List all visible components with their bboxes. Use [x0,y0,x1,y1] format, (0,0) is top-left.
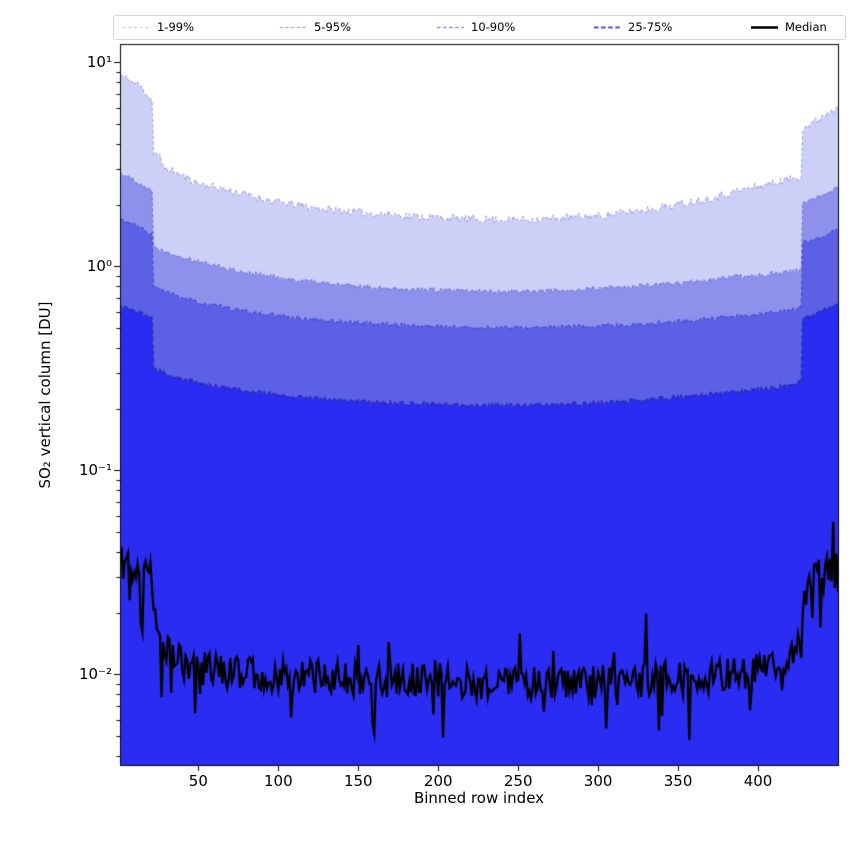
legend-label: 10-90% [471,19,516,34]
legend-item-25-75: 25-75% [594,19,751,34]
legend-item-1-99: 1-99% [123,19,280,34]
legend-line-sample-25-75 [594,26,621,29]
legend-label: Median [785,19,827,34]
legend-item-5-95: 5-95% [280,19,437,34]
legend-line-sample-median [751,26,778,29]
legend-item-median: Median [751,19,827,34]
legend: 1-99% 5-95% 10-90% 25-75% Median [113,15,846,40]
y-axis-label: SO₂ vertical column [DU] [36,301,54,489]
x-axis-label: Binned row index [413,789,545,807]
legend-line-sample-5-95 [280,26,307,29]
legend-line-sample-10-90 [437,26,464,29]
legend-label: 1-99% [157,19,195,34]
legend-label: 25-75% [628,19,673,34]
legend-line-sample-1-99 [123,26,150,29]
legend-label: 5-95% [314,19,352,34]
legend-item-10-90: 10-90% [437,19,594,34]
